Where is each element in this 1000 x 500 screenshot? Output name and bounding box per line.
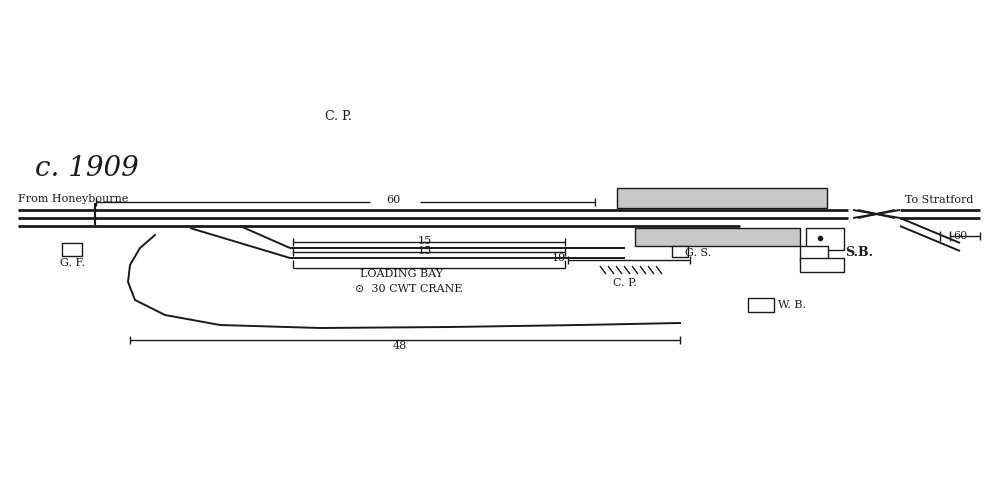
Text: C. P.: C. P.: [325, 110, 352, 123]
Text: c. 1909: c. 1909: [35, 155, 139, 182]
Text: 60: 60: [953, 231, 967, 241]
Text: ⊙  30 CWT CRANE: ⊙ 30 CWT CRANE: [355, 284, 462, 294]
Bar: [672, 246, 688, 257]
Text: W. B.: W. B.: [778, 300, 806, 310]
Text: 15: 15: [418, 246, 432, 256]
Bar: [635, 228, 800, 246]
Text: C. P.: C. P.: [613, 278, 637, 288]
Text: To Stratford: To Stratford: [905, 195, 973, 205]
Text: LOADING BAY: LOADING BAY: [360, 269, 443, 279]
Text: 60: 60: [386, 195, 400, 205]
Text: 48: 48: [393, 341, 407, 351]
Bar: [806, 228, 844, 250]
Text: S.B.: S.B.: [845, 246, 873, 258]
Bar: [748, 298, 774, 312]
Bar: [62, 243, 82, 256]
Text: From Honeybourne: From Honeybourne: [18, 194, 128, 204]
Text: 19: 19: [552, 253, 566, 263]
Bar: [800, 246, 828, 262]
Text: 15: 15: [418, 236, 432, 246]
Bar: [617, 188, 827, 208]
Text: G. S.: G. S.: [685, 248, 711, 258]
Bar: [800, 258, 844, 272]
Text: G. F.: G. F.: [60, 258, 84, 268]
